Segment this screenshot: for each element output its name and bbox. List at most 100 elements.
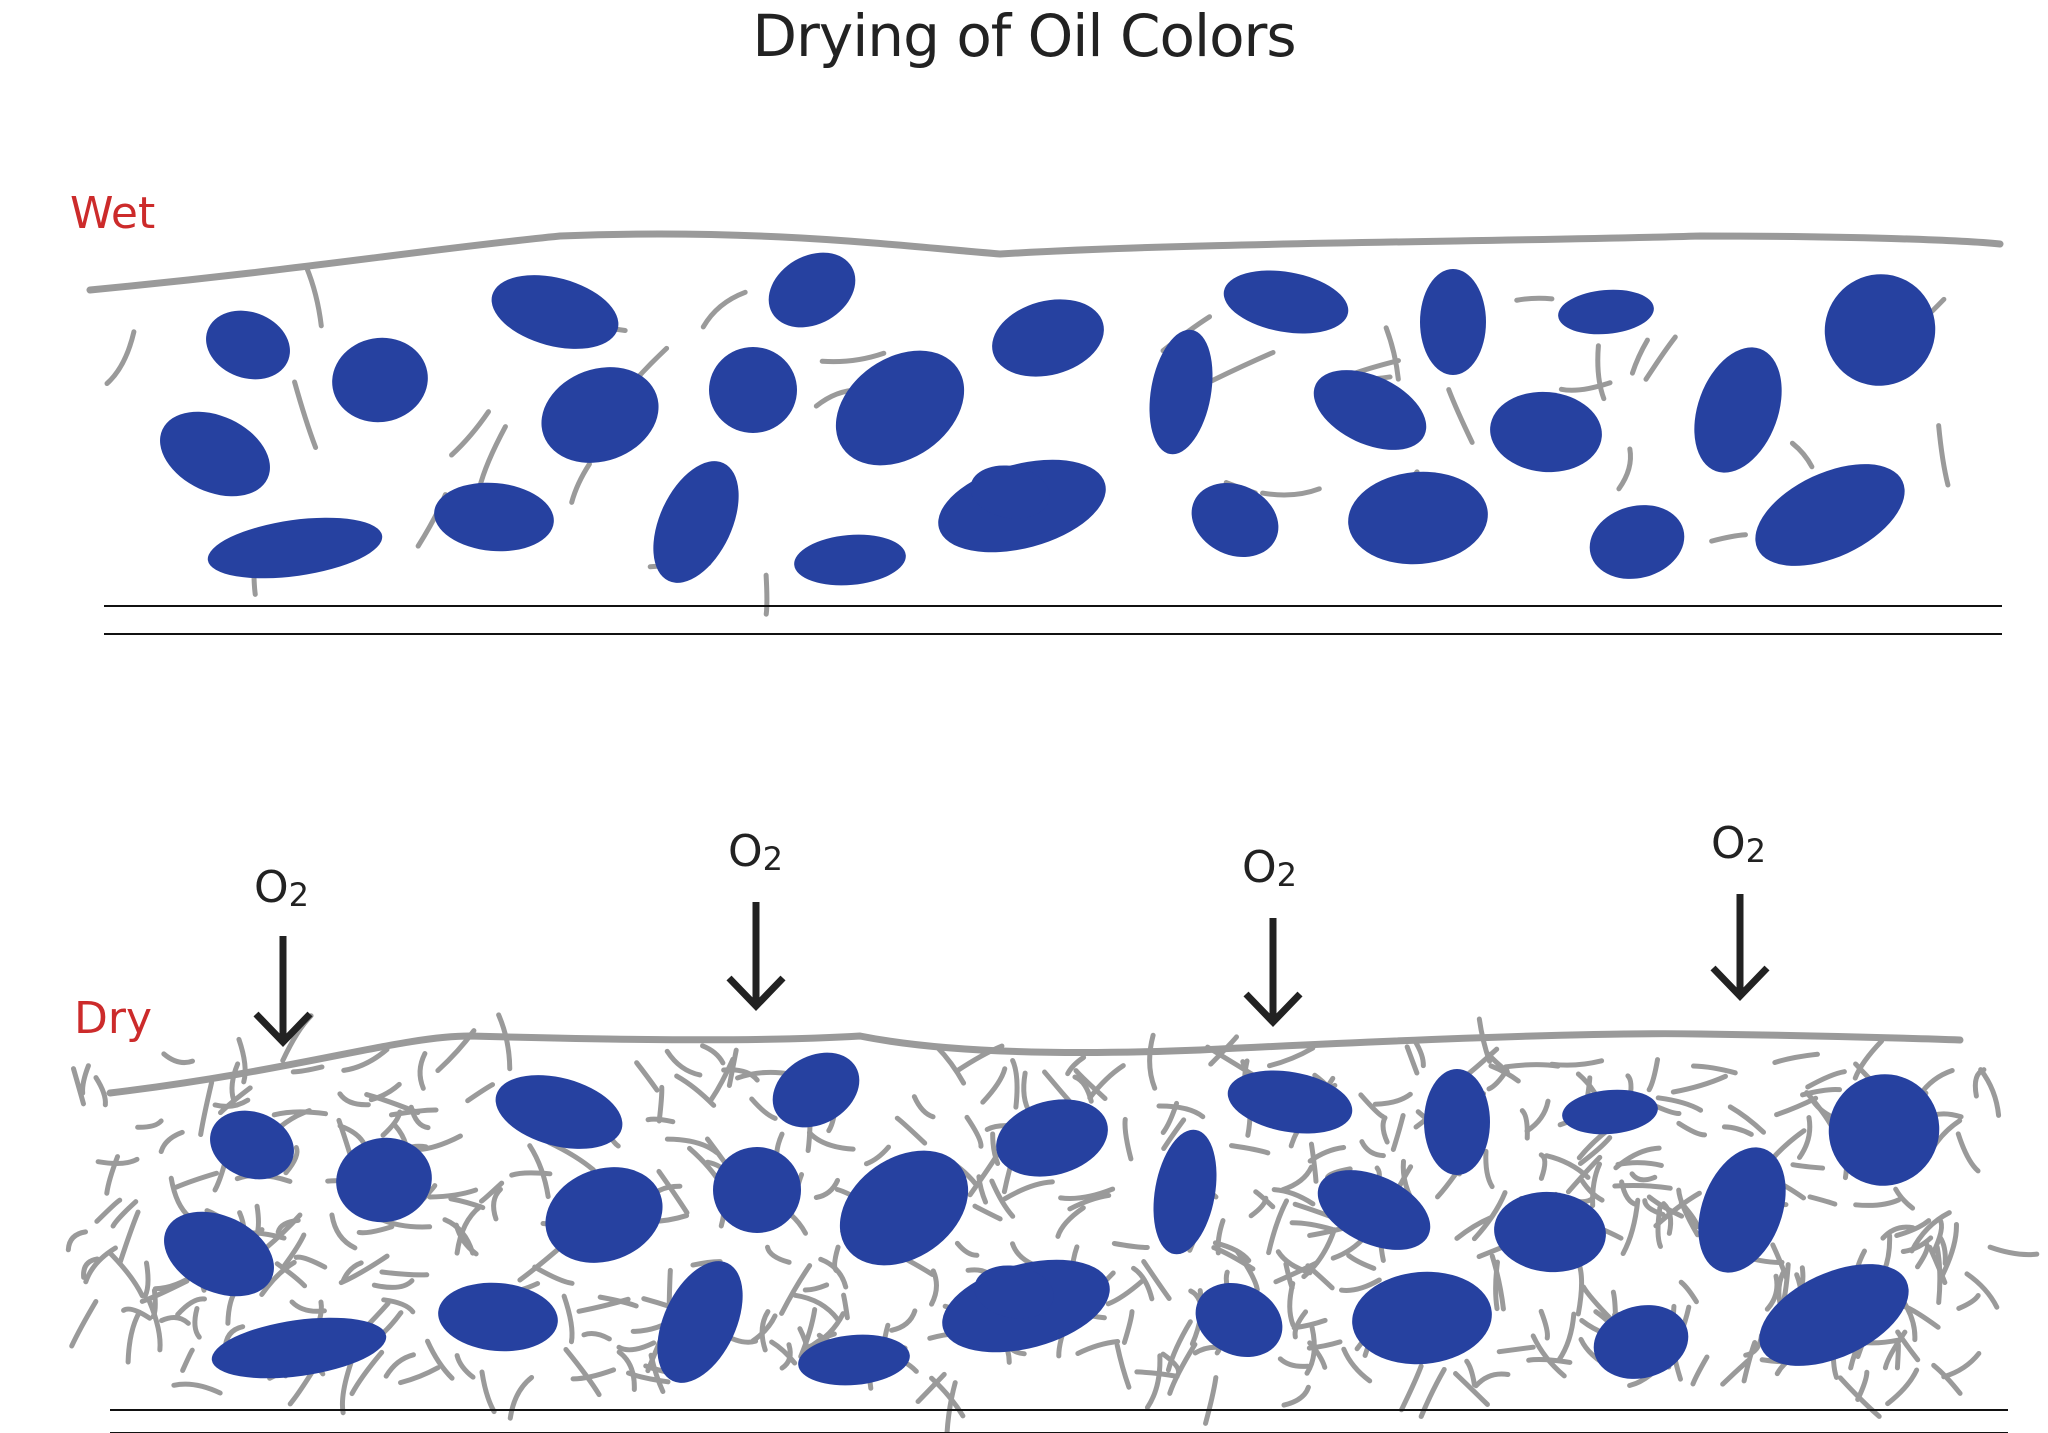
oxygen-arrowhead	[1243, 991, 1303, 1028]
pigment-particle	[798, 1334, 910, 1386]
binder-strand	[576, 1296, 631, 1314]
binder-strand	[117, 1209, 141, 1265]
binder-strand	[1208, 1034, 1240, 1067]
binder-strand	[229, 1061, 241, 1103]
binder-strand	[1956, 1293, 1981, 1311]
binder-strand	[1271, 1187, 1316, 1207]
binder-strand	[1067, 1192, 1112, 1212]
binder-strand	[1065, 1054, 1087, 1077]
binder-strand	[1900, 1235, 1934, 1255]
binder-strand	[700, 1043, 726, 1066]
pigment-particle	[207, 517, 383, 579]
binder-strand	[1938, 1221, 1959, 1281]
binder-strand	[329, 1212, 358, 1251]
binder-strand	[1404, 1044, 1420, 1076]
binder-strand	[292, 379, 319, 451]
binder-strand	[1646, 1194, 1685, 1219]
binder-strand	[929, 1268, 939, 1307]
pigment-particle	[709, 347, 797, 433]
binder-strand	[1514, 295, 1555, 303]
pigment-particle	[1824, 274, 1936, 386]
binder-strand	[1620, 1197, 1641, 1257]
binder-strand	[175, 1296, 208, 1318]
pigment-particle	[992, 299, 1104, 377]
binder-strand	[1629, 337, 1650, 376]
binder-strand	[1930, 1217, 1945, 1256]
binder-strand	[1476, 1016, 1493, 1064]
binder-strand	[1141, 1259, 1172, 1301]
oxygen-symbol: O	[1242, 842, 1277, 893]
pigment-particle	[1755, 464, 1905, 566]
binder-strand	[1291, 1317, 1328, 1331]
binder-strand	[1466, 1046, 1500, 1077]
pigment-particle	[1828, 1074, 1940, 1186]
binder-strand	[807, 1311, 846, 1350]
binder-strand	[1978, 1067, 2002, 1118]
pigment-particle	[1191, 483, 1279, 557]
pigment-particle	[839, 1150, 969, 1266]
binder-strand	[1160, 1100, 1180, 1136]
oxygen-label: O2	[254, 862, 309, 914]
binder-strand	[1678, 1200, 1700, 1230]
binder-strand	[664, 1048, 703, 1078]
pigment-particle	[1195, 1283, 1283, 1357]
binder-strand	[1266, 1045, 1316, 1069]
binder-strand	[656, 1168, 690, 1216]
binder-strand	[1789, 440, 1815, 470]
binder-strand	[1453, 1371, 1490, 1407]
binder-strand	[569, 461, 592, 505]
binder-strand	[1307, 1144, 1347, 1164]
binder-strand	[779, 1263, 813, 1316]
binder-strand	[1058, 1186, 1116, 1201]
oxygen-symbol: O	[1711, 818, 1746, 869]
binder-strand	[476, 424, 508, 491]
binder-strand	[236, 1036, 248, 1085]
binder-strand	[759, 1309, 771, 1353]
binder-strand	[283, 1145, 300, 1176]
binder-strand	[532, 1264, 575, 1286]
binder-strand	[1122, 1116, 1134, 1162]
binder-strand	[356, 1224, 395, 1236]
pigment-particle	[996, 1099, 1108, 1177]
binder-strand	[1613, 1145, 1662, 1171]
binder-strand	[146, 1298, 163, 1353]
binder-strand	[1280, 1164, 1314, 1193]
oxygen-arrowhead	[253, 1011, 313, 1048]
binder-strand	[1489, 1253, 1506, 1312]
binder-strand	[798, 1307, 818, 1360]
binder-strand	[889, 1308, 918, 1333]
binder-strand	[1446, 387, 1475, 445]
binder-strand	[1114, 1342, 1132, 1390]
binder-strand	[1909, 1210, 1952, 1254]
binder-strand	[1764, 1273, 1780, 1312]
pigment-particle	[1313, 370, 1427, 450]
binder-strand	[171, 1381, 223, 1396]
binder-strand	[1590, 1161, 1603, 1209]
binder-strand	[1383, 325, 1401, 382]
binder-strand	[180, 1347, 195, 1373]
binder-strand	[1281, 1384, 1311, 1408]
binder-strand	[135, 1118, 164, 1130]
binder-strand	[1105, 1278, 1146, 1307]
binder-strand	[700, 289, 748, 330]
binder-strand	[1273, 1260, 1320, 1285]
binder-strand	[1167, 1341, 1198, 1396]
binder-strand	[1358, 1092, 1386, 1120]
binder-strand	[337, 1091, 371, 1108]
binder-strand	[1549, 1058, 1605, 1068]
binder-strand	[1073, 1068, 1108, 1101]
binder-strand	[1646, 1057, 1661, 1093]
pigment-particle	[206, 310, 290, 380]
binder-strand	[83, 1245, 118, 1285]
binder-strand	[1678, 1279, 1699, 1305]
binder-strand	[749, 1096, 778, 1121]
oxygen-arrowhead	[1710, 965, 1770, 1002]
binder-strand	[1544, 1153, 1591, 1180]
binder-strand	[1519, 1108, 1530, 1141]
binder-strand	[1894, 1342, 1901, 1371]
pigment-particle	[835, 350, 965, 466]
binder-strand	[479, 1369, 497, 1415]
binder-strand	[1893, 1186, 1916, 1211]
binder-strand	[1260, 486, 1322, 498]
binder-strand	[750, 1313, 778, 1344]
